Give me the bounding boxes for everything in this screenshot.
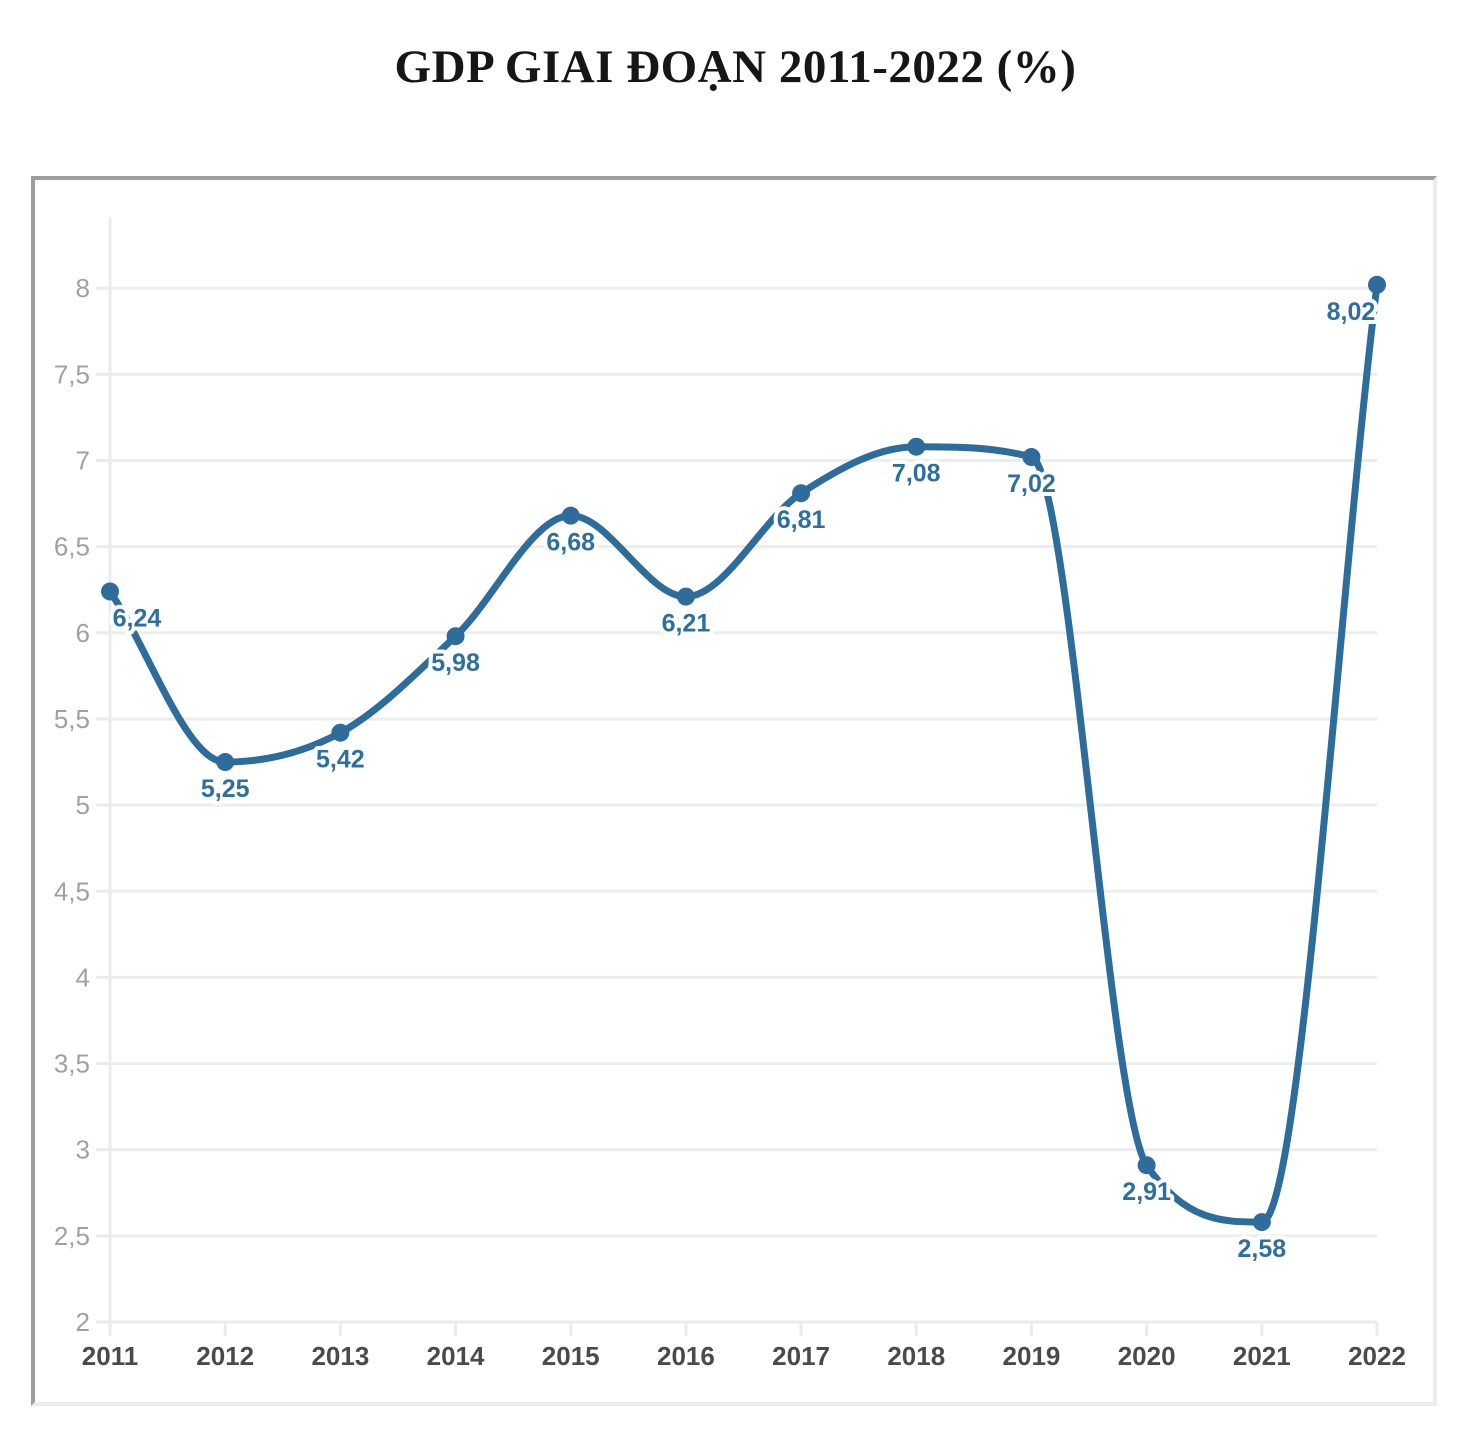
data-point-label: 7,08	[892, 460, 941, 488]
data-point	[907, 437, 926, 456]
x-tick-label: 2012	[196, 1341, 254, 1371]
x-tick-label: 2022	[1348, 1341, 1406, 1371]
line-path	[106, 281, 1381, 1226]
x-tick-label: 2013	[311, 1341, 369, 1371]
y-tick-label: 6	[76, 618, 90, 648]
x-axis: 2011 2012 2013 2014 2015 2016 2017 2018 2019 2020…	[82, 1320, 1406, 1371]
data-point-label: 7,02	[1007, 470, 1056, 498]
data-points	[101, 275, 1386, 1232]
x-tick-label: 2020	[1118, 1341, 1176, 1371]
x-tick-label: 2016	[657, 1341, 715, 1371]
data-point-label: 6,68	[546, 529, 595, 557]
data-point	[216, 753, 235, 772]
y-tick-label: 2	[76, 1307, 90, 1337]
series-line	[106, 281, 1381, 1226]
y-tick-label: 5	[76, 790, 90, 820]
data-point-label: 2,91	[1122, 1178, 1171, 1206]
y-tick-label: 8	[76, 273, 90, 303]
y-axis: 2 2,5 3 3,5 4 4,5 5 5,5 6 6,5 7 7,5 8	[54, 217, 112, 1337]
y-tick-label: 3	[76, 1135, 90, 1165]
data-point-label: 5,25	[201, 775, 250, 803]
data-point	[101, 582, 119, 601]
y-tick-label: 4,5	[54, 876, 90, 906]
data-point	[1252, 1213, 1271, 1232]
data-point	[561, 506, 580, 525]
grid-lines	[110, 286, 1377, 1238]
y-tick-label: 4	[76, 962, 90, 992]
data-point	[792, 484, 811, 503]
data-point	[1022, 448, 1041, 467]
data-point	[1137, 1156, 1156, 1175]
data-point-label: 5,42	[316, 746, 365, 774]
page-title: GDP GIAI ĐOẠN 2011-2022 (%)	[394, 41, 1077, 93]
x-tick-label: 2021	[1233, 1341, 1291, 1371]
x-tick-label: 2017	[772, 1341, 830, 1371]
y-tick-label: 7	[76, 446, 90, 476]
y-tick-label: 2,5	[54, 1221, 90, 1251]
data-point-label: 6,24	[113, 604, 162, 632]
data-point-label: 8,02	[1327, 298, 1376, 326]
data-labels: 6,24 5,25 5,42 5,98 6,68 6,21 6,81 7,08 7,02 2,91…	[109, 294, 1380, 1267]
x-tick-label: 2011	[82, 1341, 138, 1371]
data-point	[446, 627, 465, 646]
x-tick-label: 2019	[1003, 1341, 1061, 1371]
data-point	[331, 723, 350, 742]
data-point-label: 2,58	[1237, 1235, 1286, 1263]
data-point-label: 6,81	[777, 506, 826, 534]
data-point	[1368, 275, 1386, 294]
y-tick-label: 3,5	[54, 1049, 90, 1079]
data-point-label: 5,98	[431, 649, 480, 677]
x-tick-label: 2018	[887, 1341, 945, 1371]
y-tick-label: 5,5	[54, 704, 90, 734]
y-tick-label: 7,5	[54, 359, 90, 389]
y-tick-label: 6,5	[54, 532, 90, 562]
x-tick-label: 2015	[542, 1341, 600, 1371]
x-tick-label: 2014	[427, 1341, 485, 1371]
data-point	[676, 587, 695, 606]
chart-frame: 2 2,5 3 3,5 4 4,5 5 5,5 6 6,5 7 7,5 8 2011 2012 2013 201…	[31, 176, 1437, 1406]
data-point-label: 6,21	[662, 610, 711, 638]
